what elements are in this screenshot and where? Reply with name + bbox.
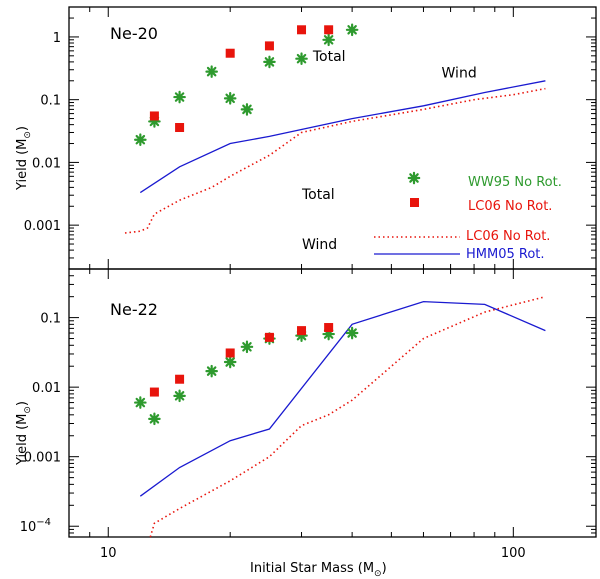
y-axis-label-bottom: Yield (M⊙) <box>15 401 33 466</box>
ww95-point <box>240 340 254 354</box>
lc06-line <box>124 87 546 234</box>
y-tick-label: 0.001 <box>24 219 61 234</box>
ww95-point <box>148 115 161 128</box>
legend-ww95-label: WW95 No Rot. <box>468 175 562 190</box>
y-tick-label: 0.01 <box>32 156 61 171</box>
y-axis-label-top: Yield (M⊙) <box>15 126 33 191</box>
lc06-point <box>175 374 185 384</box>
lc06-point <box>297 25 307 35</box>
hmm05-line <box>139 80 546 194</box>
y-tick-label: 0.1 <box>40 312 61 327</box>
lc06-point <box>225 48 235 58</box>
y-label-bottom-close: ) <box>15 401 30 406</box>
y-tick-label: 1 <box>53 31 61 46</box>
ww95-point <box>322 327 335 341</box>
x-tick-label: 10 <box>100 546 117 561</box>
series-lines <box>124 80 546 538</box>
y-tick-label: 0.001 <box>24 451 61 466</box>
ww95-point <box>134 133 147 147</box>
y-label-top-text: Yield (M <box>15 139 30 191</box>
y-tick-label: 0.01 <box>32 381 61 396</box>
ww95-point <box>134 396 147 409</box>
lc06-point <box>149 111 159 121</box>
y-tick-label-exponent: −4 <box>36 517 51 528</box>
ww95-point <box>345 23 359 37</box>
ww95-point <box>173 90 186 104</box>
annotation-wind: Wind <box>442 66 477 82</box>
x-axis-label: Initial Star Mass (M⊙) <box>250 561 387 579</box>
y-label-top-close: ) <box>15 126 30 131</box>
ww95-point <box>223 92 237 105</box>
legend-wind-heading: Wind <box>302 237 337 253</box>
y-label-bottom-text: Yield (M <box>15 414 30 466</box>
tick-marks <box>68 6 596 538</box>
ww95-point <box>205 65 218 78</box>
lc06-point <box>149 387 159 397</box>
ww95-point <box>205 364 218 378</box>
series-points <box>134 23 359 426</box>
annotation-total: Total <box>312 49 346 65</box>
lc06-point <box>175 123 185 133</box>
y-tick-label: 10−4 <box>20 517 51 535</box>
panel-title-ne22: Ne-22 <box>110 300 158 319</box>
y-label-bottom-sub: ⊙ <box>23 406 33 414</box>
lc06-point <box>225 348 235 358</box>
legend-ww95-marker <box>407 171 421 185</box>
lc06-line <box>149 295 546 538</box>
x-label-text: Initial Star Mass (M <box>250 561 374 576</box>
ww95-point <box>173 389 186 403</box>
x-tick-label: 100 <box>501 546 526 561</box>
ww95-point <box>295 52 308 65</box>
ww95-point <box>240 103 254 116</box>
hmm05-line <box>139 300 546 497</box>
panel-title-ne20: Ne-20 <box>110 24 158 43</box>
ww95-point <box>295 329 308 342</box>
legend-total-heading: Total <box>301 187 335 203</box>
x-label-close: ) <box>382 561 387 576</box>
lc06-point <box>297 326 307 336</box>
legend-star-glyph <box>407 171 421 185</box>
legend-lc06-line-label: LC06 No Rot. <box>466 229 550 244</box>
y-tick-label: 0.1 <box>40 94 61 109</box>
lc06-point <box>324 25 334 35</box>
legend-lc06-marker <box>410 198 419 207</box>
legend-hmm05-label: HMM05 Rot. <box>466 247 545 262</box>
legend: Total Wind WW95 No Rot. LC06 No Rot. LC0… <box>301 171 562 262</box>
ww95-point <box>223 355 237 369</box>
ww95-point <box>322 33 335 47</box>
legend-lc06-points-label: LC06 No Rot. <box>468 199 552 214</box>
lc06-point <box>324 323 334 333</box>
tick-labels: 0.001 0.01 0.1 1 10−4 0.001 0.01 0.1 10 100 <box>20 31 526 561</box>
ww95-point <box>263 55 276 69</box>
x-label-sub: ⊙ <box>374 569 382 579</box>
ww95-point <box>148 412 161 426</box>
lc06-point <box>264 41 274 51</box>
ww95-point <box>345 326 359 340</box>
y-label-top-sub: ⊙ <box>23 131 33 139</box>
lc06-point <box>264 332 274 342</box>
